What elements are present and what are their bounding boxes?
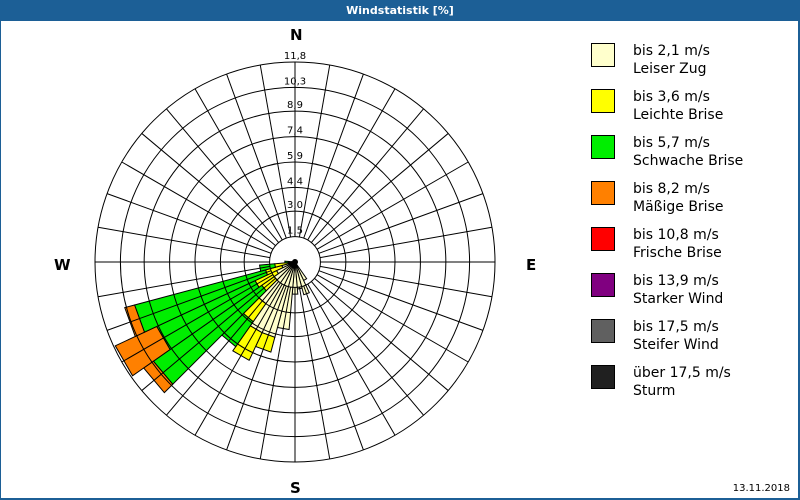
legend-label: Starker Wind: [633, 291, 724, 307]
compass-east: E: [526, 256, 537, 274]
legend-speed: bis 10,8 m/s: [633, 227, 719, 243]
legend-label: Mäßige Brise: [633, 199, 724, 215]
petal-segment: [114, 325, 171, 377]
legend-speed: bis 8,2 m/s: [633, 181, 710, 197]
radial-tick-label: 7,4: [287, 126, 303, 137]
date-stamp: 13.11.2018: [732, 483, 790, 494]
legend-label: Frische Brise: [633, 245, 722, 261]
petal-segment: [287, 260, 293, 264]
legend-swatch-steifer-wind: [591, 319, 615, 343]
compass-south: S: [290, 479, 301, 497]
radial-tick-label: 4,4: [287, 176, 303, 187]
compass-north: N: [290, 26, 303, 44]
legend-speed: bis 3,6 m/s: [633, 89, 710, 105]
window-title: Windstatistik [%]: [0, 0, 800, 21]
legend-swatch-leiser-zug: [591, 43, 615, 67]
radial-tick-label: 11,8: [284, 51, 306, 62]
legend-swatch-sturm: [591, 365, 615, 389]
legend-label: Steifer Wind: [633, 337, 719, 353]
radial-tick-label: 5,9: [287, 151, 303, 162]
radial-tick-label: 3,0: [287, 200, 303, 211]
chart-panel: 1,5 3,0 4,4 5,9 7,4 8,9 10,3 11,8 N E S W bis 2…: [1, 21, 798, 498]
wind-rose-chart: 1,5 3,0 4,4 5,9 7,4 8,9 10,3 11,8: [94, 51, 496, 463]
legend-swatch-frische-brise: [591, 227, 615, 251]
legend-swatch-leichte-brise: [591, 89, 615, 113]
legend-swatch-maessige-brise: [591, 181, 615, 205]
radial-tick-label: 8,9: [287, 100, 303, 111]
petal-segment: [232, 325, 263, 362]
legend-speed: bis 5,7 m/s: [633, 135, 710, 151]
legend-speed: bis 13,9 m/s: [633, 273, 719, 289]
radial-tick-label: 1,5: [287, 226, 303, 237]
legend-speed: bis 17,5 m/s: [633, 319, 719, 335]
legend-swatch-schwache-brise: [591, 135, 615, 159]
legend-label: Leichte Brise: [633, 107, 724, 123]
legend-label: Sturm: [633, 383, 676, 399]
legend-speed: über 17,5 m/s: [633, 365, 731, 381]
radial-tick-label: 10,3: [284, 76, 306, 87]
legend-swatch-starker-wind: [591, 273, 615, 297]
petal-segment: [258, 263, 276, 272]
petal-segment: [284, 260, 289, 264]
legend-label: Leiser Zug: [633, 61, 707, 77]
legend-speed: bis 2,1 m/s: [633, 43, 710, 59]
legend-label: Schwache Brise: [633, 153, 744, 169]
compass-west: W: [54, 256, 71, 274]
